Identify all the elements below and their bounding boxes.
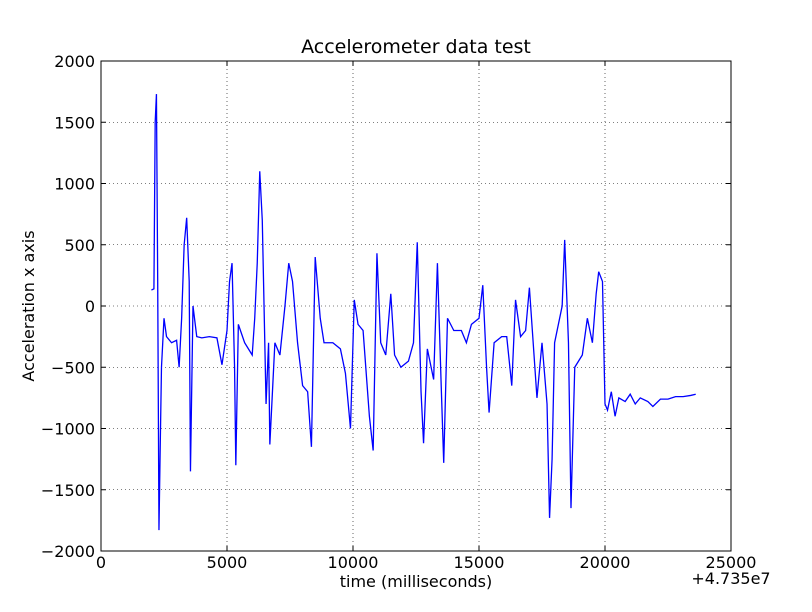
x-offset-label: +4.735e7 bbox=[691, 569, 770, 588]
y-tick-label: −1000 bbox=[41, 420, 95, 439]
x-axis-label: time (milliseconds) bbox=[340, 572, 492, 591]
y-tick-label: −1500 bbox=[41, 481, 95, 500]
chart-title: Accelerometer data test bbox=[301, 36, 531, 58]
x-tick-label: 0 bbox=[96, 553, 106, 572]
y-tick-label: 0 bbox=[85, 297, 95, 316]
y-tick-label: −500 bbox=[51, 358, 95, 377]
y-tick-label: 500 bbox=[64, 236, 95, 255]
y-tick-label: 2000 bbox=[54, 52, 95, 71]
data-line bbox=[151, 94, 696, 531]
x-tick-label: 10000 bbox=[328, 553, 379, 572]
y-axis-label: Acceleration x axis bbox=[19, 230, 38, 381]
y-tick-label: 1500 bbox=[54, 113, 95, 132]
x-tick-label: 15000 bbox=[454, 553, 505, 572]
plot-frame bbox=[100, 60, 732, 552]
x-tick-label: 25000 bbox=[706, 553, 757, 572]
y-tick-label: −2000 bbox=[41, 542, 95, 561]
y-tick-label: 1000 bbox=[54, 175, 95, 194]
x-tick-label: 20000 bbox=[580, 553, 631, 572]
x-tick-label: 5000 bbox=[207, 553, 248, 572]
